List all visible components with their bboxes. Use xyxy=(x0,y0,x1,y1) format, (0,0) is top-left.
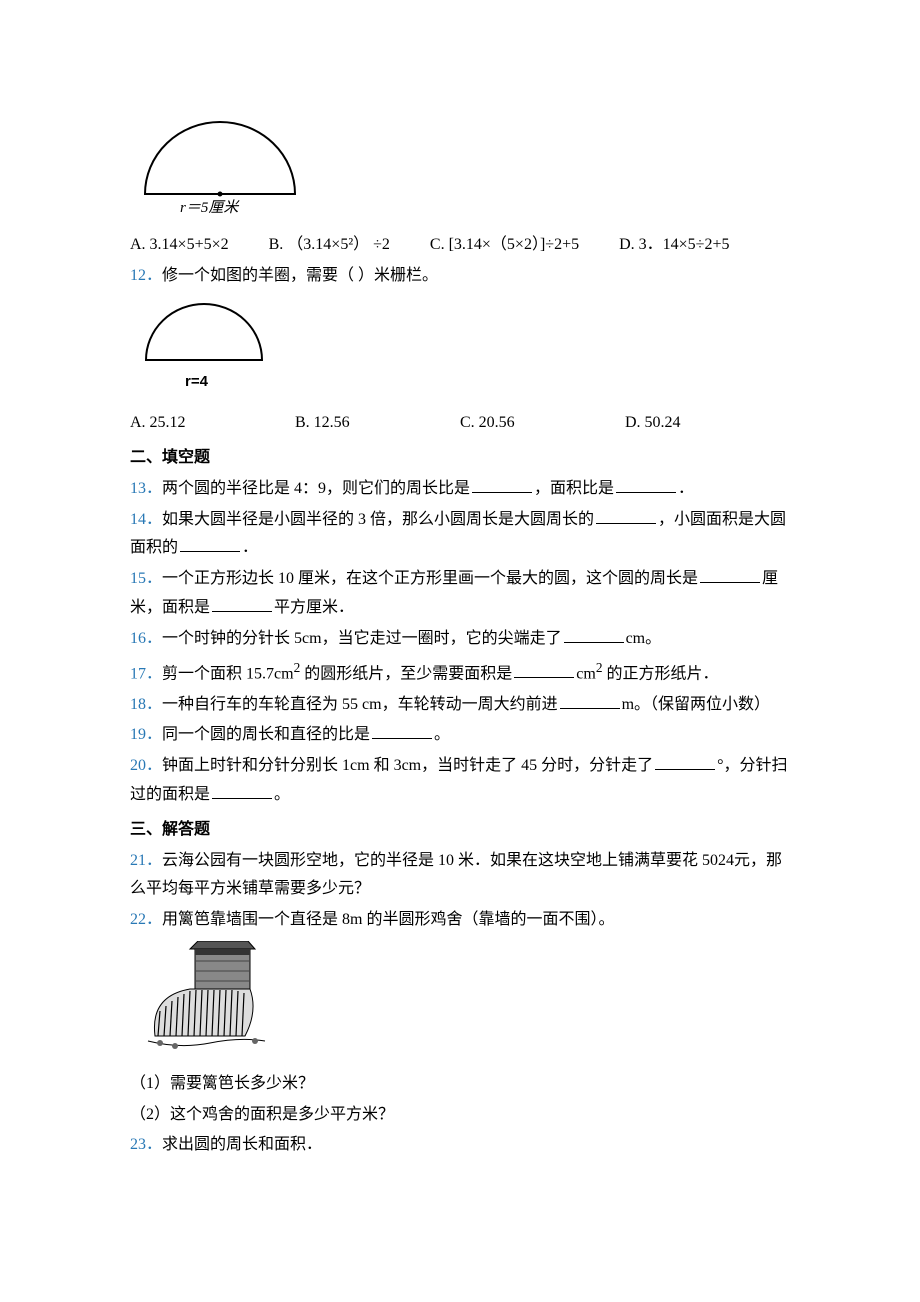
q16-ta: 一个时钟的分针长 5cm，当它走过一圈时，它的尖端走了 xyxy=(162,630,562,647)
q22: 22．用篱笆靠墙围一个直径是 8m 的半圆形鸡舍（靠墙的一面不围）。 xyxy=(130,906,790,935)
q23-num: 23． xyxy=(130,1136,162,1153)
q15-tc: 平方厘米． xyxy=(274,599,354,616)
q19-tb: 。 xyxy=(434,726,450,743)
q11-opt-c: C. [3.14×（5×2）]÷2+5 xyxy=(430,231,579,260)
q20-ta: 钟面上时针和分针分别长 1cm 和 3cm，当时针走了 45 分时，分针走了 xyxy=(162,757,653,774)
q17-td: 的正方形纸片． xyxy=(602,665,718,682)
q19-blank1 xyxy=(372,723,432,739)
q19-ta: 同一个圆的周长和直径的比是 xyxy=(162,726,370,743)
q12-opt-d: D. 50.24 xyxy=(625,409,790,438)
q15: 15．一个正方形边长 10 厘米，在这个正方形里画一个最大的圆，这个圆的周长是厘… xyxy=(130,565,790,623)
q12-options: A. 25.12 B. 12.56 C. 20.56 D. 50.24 xyxy=(130,409,790,438)
q12: 12．修一个如图的羊圈，需要（ ）米栅栏。 xyxy=(130,262,790,291)
section2-title: 二、填空题 xyxy=(130,444,790,473)
q14-blank2 xyxy=(180,536,240,552)
q13-blank2 xyxy=(616,477,676,493)
q18-num: 18． xyxy=(130,696,162,713)
q15-blank2 xyxy=(212,596,272,612)
r4-label: r=4 xyxy=(185,373,209,390)
q11-opt-b: B. （3.14×5²） ÷2 xyxy=(269,231,390,260)
figure-chicken-coop xyxy=(140,941,790,1064)
figure-semicircle-r5: r＝5厘米 xyxy=(140,116,790,225)
q17-ta: 剪一个面积 15.7cm xyxy=(162,665,294,682)
q13-num: 13． xyxy=(130,480,162,497)
q13: 13．两个圆的半径比是 4：9，则它们的周长比是 ，面积比是 ． xyxy=(130,475,790,504)
q23: 23．求出圆的周长和面积． xyxy=(130,1131,790,1160)
section3-title: 三、解答题 xyxy=(130,816,790,845)
q13-tc: ． xyxy=(678,480,694,497)
q17: 17．剪一个面积 15.7cm2 的圆形纸片，至少需要面积是cm2 的正方形纸片… xyxy=(130,656,790,689)
q12-text: 修一个如图的羊圈，需要（ ）米栅栏。 xyxy=(162,267,438,284)
semicircle-svg: r＝5厘米 xyxy=(140,116,300,214)
q18-ta: 一种自行车的车轮直径为 55 cm，车轮转动一周大约前进 xyxy=(162,696,558,713)
semicircle-r4-svg: r=4 xyxy=(140,296,270,392)
q15-num: 15． xyxy=(130,570,162,587)
q14-ta: 如果大圆半径是小圆半径的 3 倍，那么小圆周长是大圆周长的 xyxy=(162,511,594,528)
q16: 16．一个时钟的分针长 5cm，当它走过一圈时，它的尖端走了 cm。 xyxy=(130,625,790,654)
q19-num: 19． xyxy=(130,726,162,743)
q17-tc: cm xyxy=(576,665,596,682)
q18: 18．一种自行车的车轮直径为 55 cm，车轮转动一周大约前进 m。（保留两位小数… xyxy=(130,691,790,720)
q22-num: 22． xyxy=(130,911,162,928)
q21-num: 21． xyxy=(130,852,162,869)
r5-label: r＝5厘米 xyxy=(180,199,240,214)
q20: 20．钟面上时针和分针分别长 1cm 和 3cm，当时针走了 45 分时，分针走… xyxy=(130,752,790,810)
q20-tc: 。 xyxy=(274,786,290,803)
q18-blank1 xyxy=(560,693,620,709)
q18-tb: m。（保留两位小数） xyxy=(622,696,770,713)
q21: 21．云海公园有一块圆形空地，它的半径是 10 米．如果在这块空地上铺满草要花 … xyxy=(130,847,790,905)
q16-num: 16． xyxy=(130,630,162,647)
q14-tc: ． xyxy=(242,539,258,556)
q20-blank2 xyxy=(212,783,272,799)
q15-blank1 xyxy=(700,567,760,583)
q12-opt-a: A. 25.12 xyxy=(130,409,295,438)
q11-options: A. 3.14×5+5×2 B. （3.14×5²） ÷2 C. [3.14×（… xyxy=(130,231,790,260)
q13-tb: ，面积比是 xyxy=(534,480,614,497)
q11-opt-a: A. 3.14×5+5×2 xyxy=(130,231,229,260)
q19: 19．同一个圆的周长和直径的比是 。 xyxy=(130,721,790,750)
q14: 14．如果大圆半径是小圆半径的 3 倍，那么小圆周长是大圆周长的，小圆面积是大圆… xyxy=(130,506,790,564)
q13-ta: 两个圆的半径比是 4：9，则它们的周长比是 xyxy=(162,480,470,497)
figure-semicircle-r4: r=4 xyxy=(140,296,790,403)
q22-sub1: （1）需要篱笆长多少米？ xyxy=(130,1070,790,1099)
q11-opt-d: D. 3．14×5÷2+5 xyxy=(619,231,729,260)
q20-num: 20． xyxy=(130,757,162,774)
q23-text: 求出圆的周长和面积． xyxy=(162,1136,322,1153)
q17-blank1 xyxy=(514,662,574,678)
q14-num: 14． xyxy=(130,511,162,528)
q22-sub2: （2）这个鸡舍的面积是多少平方米？ xyxy=(130,1101,790,1130)
q16-blank1 xyxy=(564,627,624,643)
chicken-coop-svg xyxy=(140,941,270,1053)
q21-text: 云海公园有一块圆形空地，它的半径是 10 米．如果在这块空地上铺满草要花 502… xyxy=(130,852,782,898)
q17-tb: 的圆形纸片，至少需要面积是 xyxy=(300,665,512,682)
q14-blank1 xyxy=(596,508,656,524)
q20-blank1 xyxy=(655,754,715,770)
q12-num: 12． xyxy=(130,267,162,284)
q12-opt-b: B. 12.56 xyxy=(295,409,460,438)
q12-opt-c: C. 20.56 xyxy=(460,409,625,438)
q13-blank1 xyxy=(472,477,532,493)
q22-text: 用篱笆靠墙围一个直径是 8m 的半圆形鸡舍（靠墙的一面不围）。 xyxy=(162,911,614,928)
q16-tb: cm。 xyxy=(626,630,662,647)
q15-ta: 一个正方形边长 10 厘米，在这个正方形里画一个最大的圆，这个圆的周长是 xyxy=(162,570,698,587)
q17-num: 17． xyxy=(130,665,162,682)
